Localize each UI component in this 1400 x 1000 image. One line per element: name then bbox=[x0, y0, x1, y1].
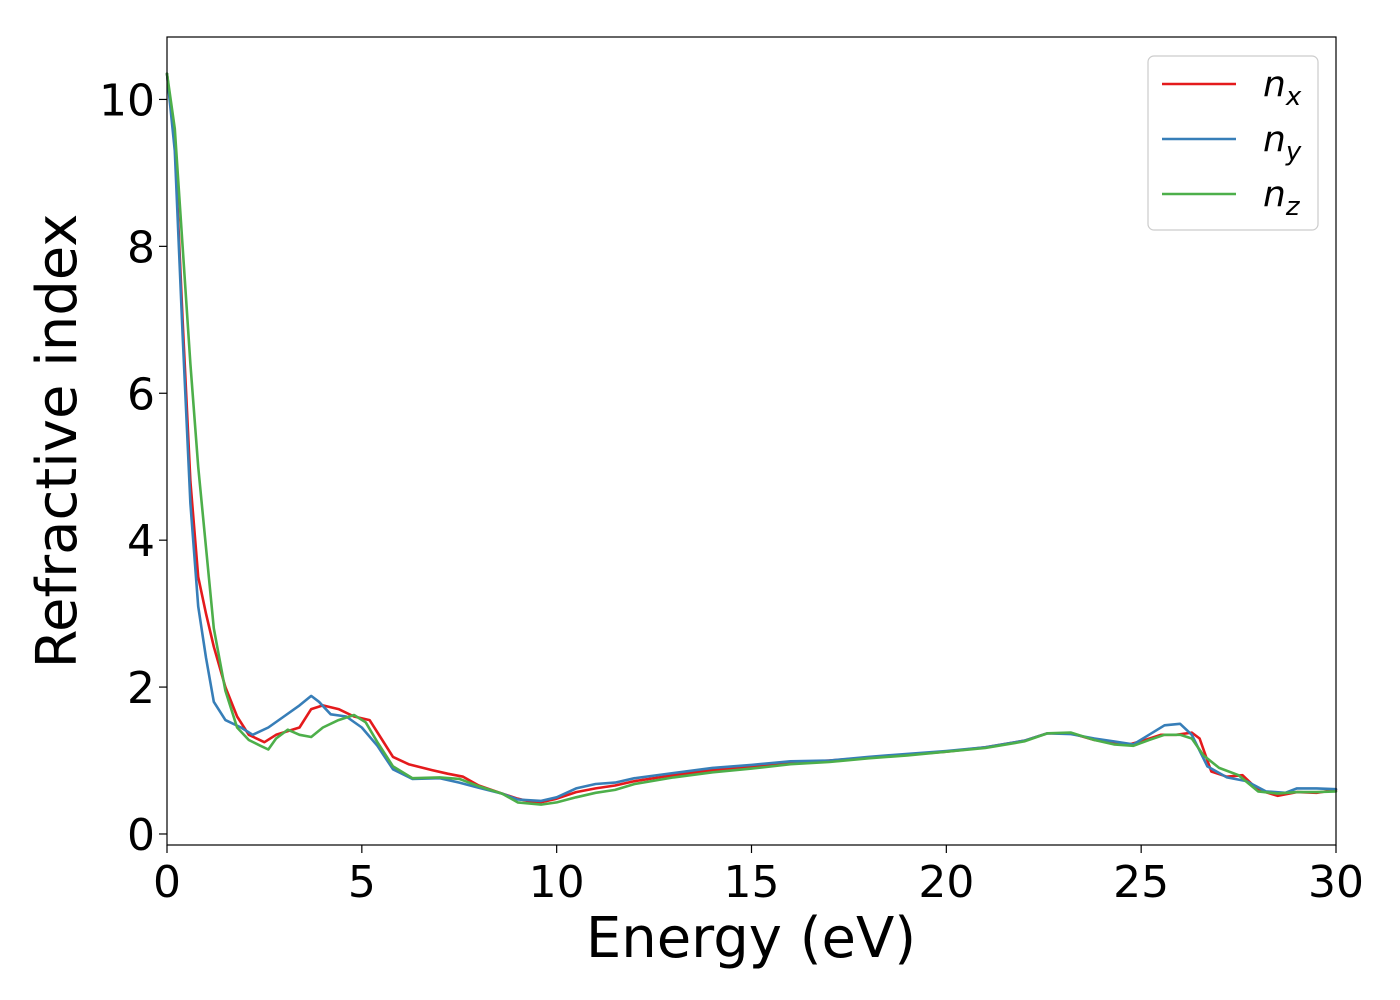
legend-label-ny: ny bbox=[1263, 119, 1302, 167]
x-tick-label: 15 bbox=[724, 857, 780, 908]
series-line-ny bbox=[165, 72, 1338, 803]
y-axis-ticks: 0 2 4 6 8 10 bbox=[99, 75, 167, 861]
y-tick-label: 10 bbox=[99, 75, 155, 126]
y-axis-label: Refractive index bbox=[25, 214, 90, 669]
y-tick-label: 8 bbox=[127, 222, 155, 273]
x-tick-label: 30 bbox=[1308, 857, 1364, 908]
legend-label-nx: nx bbox=[1263, 64, 1302, 112]
y-tick-label: 4 bbox=[127, 516, 155, 567]
x-axis-ticks: 0 5 10 15 20 25 30 bbox=[153, 845, 1364, 908]
x-tick-label: 10 bbox=[529, 857, 585, 908]
legend-frame bbox=[1147, 55, 1319, 231]
x-tick-label: 25 bbox=[1113, 857, 1169, 908]
plot-series-group bbox=[165, 72, 1338, 806]
legend: nx ny nz bbox=[1147, 55, 1319, 231]
x-tick-label: 20 bbox=[918, 857, 974, 908]
y-tick-label: 2 bbox=[127, 663, 155, 714]
x-axis-label: Energy (eV) bbox=[586, 906, 916, 971]
series-line-nz bbox=[165, 72, 1338, 806]
y-tick-label: 6 bbox=[127, 369, 155, 420]
legend-label-nz: nz bbox=[1263, 174, 1301, 222]
y-tick-label: 0 bbox=[127, 810, 155, 861]
x-tick-label: 0 bbox=[153, 857, 181, 908]
x-tick-label: 5 bbox=[348, 857, 376, 908]
